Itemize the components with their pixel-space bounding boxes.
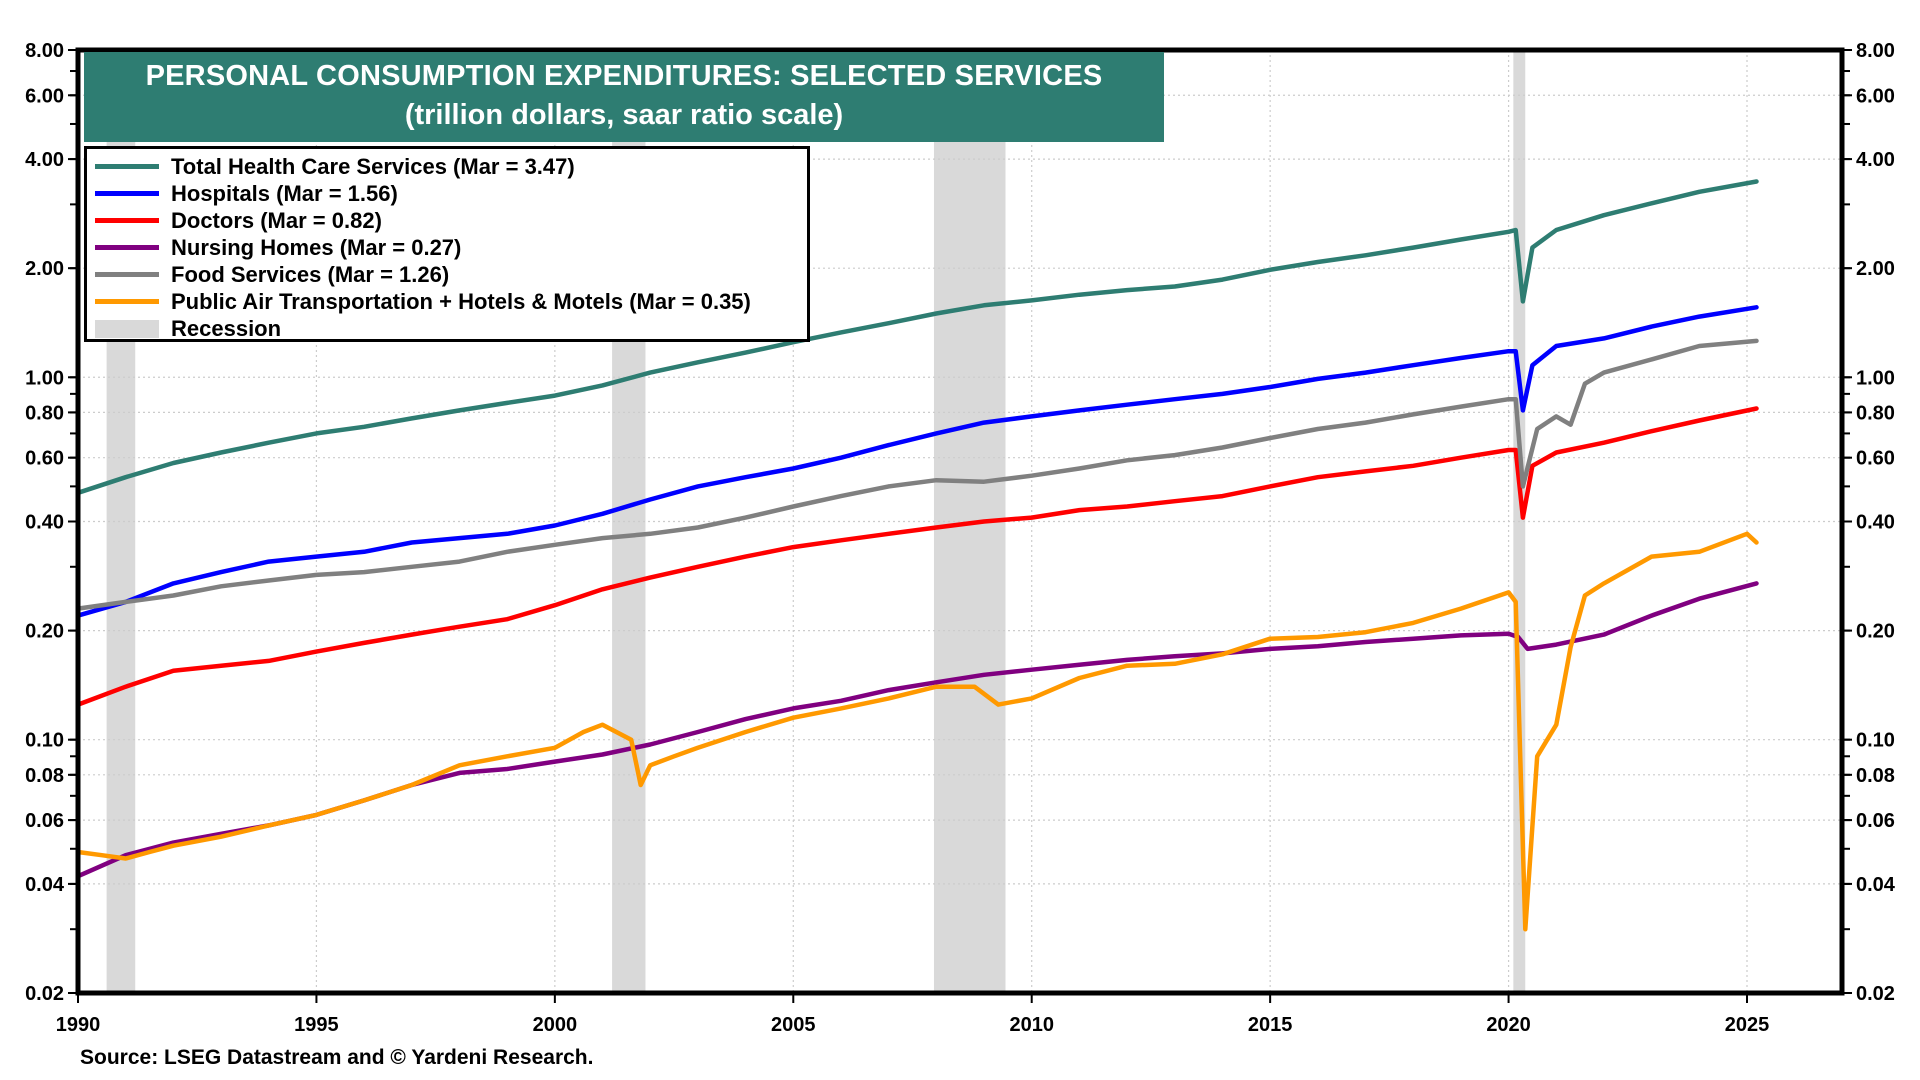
x-tick-label: 1995 bbox=[294, 1014, 339, 1036]
x-tick-label: 2000 bbox=[533, 1014, 578, 1036]
chart-title: PERSONAL CONSUMPTION EXPENDITURES: SELEC… bbox=[145, 60, 1103, 92]
legend-swatch bbox=[95, 191, 159, 196]
legend-label: Food Services (Mar = 1.26) bbox=[171, 261, 450, 287]
y-tick-label-right: 2.00 bbox=[1856, 258, 1895, 280]
legend-swatch bbox=[95, 218, 159, 223]
y-tick-label-left: 2.00 bbox=[25, 258, 64, 280]
source-note: Source: LSEG Datastream and © Yardeni Re… bbox=[80, 1046, 594, 1069]
chart-subtitle: (trillion dollars, saar ratio scale) bbox=[404, 99, 844, 131]
series-lines bbox=[75, 179, 1759, 932]
y-tick-label-left: 0.20 bbox=[25, 621, 64, 643]
y-tick-label-left: 0.06 bbox=[25, 810, 64, 832]
x-tick-label: 2025 bbox=[1725, 1014, 1770, 1036]
y-tick-label-right: 0.08 bbox=[1856, 765, 1895, 787]
series-line-1 bbox=[75, 305, 1759, 618]
legend-label: Doctors (Mar = 0.82) bbox=[171, 207, 382, 233]
legend-item-hospitals: Hospitals (Mar = 1.56) bbox=[95, 180, 807, 207]
y-tick-label-right: 1.00 bbox=[1856, 367, 1895, 389]
legend-label: Total Health Care Services (Mar = 3.47) bbox=[171, 153, 575, 179]
y-tick-label-right: 0.04 bbox=[1856, 874, 1896, 896]
x-tick-label: 2015 bbox=[1248, 1014, 1293, 1036]
legend-item-food-services: Food Services (Mar = 1.26) bbox=[95, 261, 807, 288]
x-tick-label: 2020 bbox=[1486, 1014, 1531, 1036]
y-tick-label-right: 6.00 bbox=[1856, 85, 1895, 107]
y-tick-label-right: 8.00 bbox=[1856, 40, 1895, 62]
legend-label: Hospitals (Mar = 1.56) bbox=[171, 180, 398, 206]
y-tick-label-right: 0.20 bbox=[1856, 621, 1895, 643]
x-tick-label: 2005 bbox=[771, 1014, 816, 1036]
y-tick-label-right: 0.06 bbox=[1856, 810, 1895, 832]
legend-swatch bbox=[95, 272, 159, 277]
legend-swatch bbox=[95, 245, 159, 250]
chart-title-box: PERSONAL CONSUMPTION EXPENDITURES: SELEC… bbox=[84, 52, 1164, 142]
y-tick-label-right: 4.00 bbox=[1856, 149, 1895, 171]
legend-label: Public Air Transportation + Hotels & Mot… bbox=[171, 288, 751, 314]
y-tick-label-left: 0.80 bbox=[25, 402, 64, 424]
legend-label: Nursing Homes (Mar = 0.27) bbox=[171, 234, 462, 260]
legend-label: Recession bbox=[171, 315, 282, 341]
series-line-5 bbox=[75, 531, 1759, 932]
y-tick-label-left: 4.00 bbox=[25, 149, 64, 171]
legend-item-nursing-homes: Nursing Homes (Mar = 0.27) bbox=[95, 234, 807, 261]
legend-item-recession: Recession bbox=[95, 315, 807, 342]
y-tick-label-left: 0.40 bbox=[25, 512, 64, 534]
series-line-3 bbox=[75, 581, 1759, 879]
legend: Total Health Care Services (Mar = 3.47) … bbox=[84, 146, 810, 342]
series-line-2 bbox=[75, 406, 1759, 707]
y-tick-label-right: 0.40 bbox=[1856, 512, 1895, 534]
x-tick-label: 1990 bbox=[56, 1014, 101, 1036]
y-tick-label-left: 0.60 bbox=[25, 448, 64, 470]
y-tick-label-right: 0.80 bbox=[1856, 402, 1895, 424]
y-tick-label-left: 0.02 bbox=[25, 983, 64, 1005]
y-tick-label-left: 0.04 bbox=[25, 874, 65, 896]
axes: 8.00 8.00 6.00 6.00 4.00 4.00 2.00 2.00 1.00 1.00… bbox=[25, 40, 1896, 1036]
y-tick-label-left: 0.08 bbox=[25, 765, 64, 787]
y-tick-label-left: 6.00 bbox=[25, 85, 64, 107]
legend-swatch bbox=[95, 319, 159, 338]
series-line-4 bbox=[75, 338, 1759, 611]
legend-swatch bbox=[95, 299, 159, 304]
legend-item-doctors: Doctors (Mar = 0.82) bbox=[95, 207, 807, 234]
y-tick-label-left: 1.00 bbox=[25, 367, 64, 389]
y-tick-label-right: 0.60 bbox=[1856, 448, 1895, 470]
legend-swatch bbox=[95, 164, 159, 169]
x-tick-label: 2010 bbox=[1009, 1014, 1054, 1036]
y-tick-label-left: 8.00 bbox=[25, 40, 64, 62]
legend-item-air-hotels: Public Air Transportation + Hotels & Mot… bbox=[95, 288, 807, 315]
series-line-0 bbox=[75, 179, 1759, 496]
legend-item-total-health-care: Total Health Care Services (Mar = 3.47) bbox=[95, 153, 807, 180]
y-tick-label-right: 0.02 bbox=[1856, 983, 1895, 1005]
y-tick-label-left: 0.10 bbox=[25, 730, 64, 752]
y-tick-label-right: 0.10 bbox=[1856, 730, 1895, 752]
